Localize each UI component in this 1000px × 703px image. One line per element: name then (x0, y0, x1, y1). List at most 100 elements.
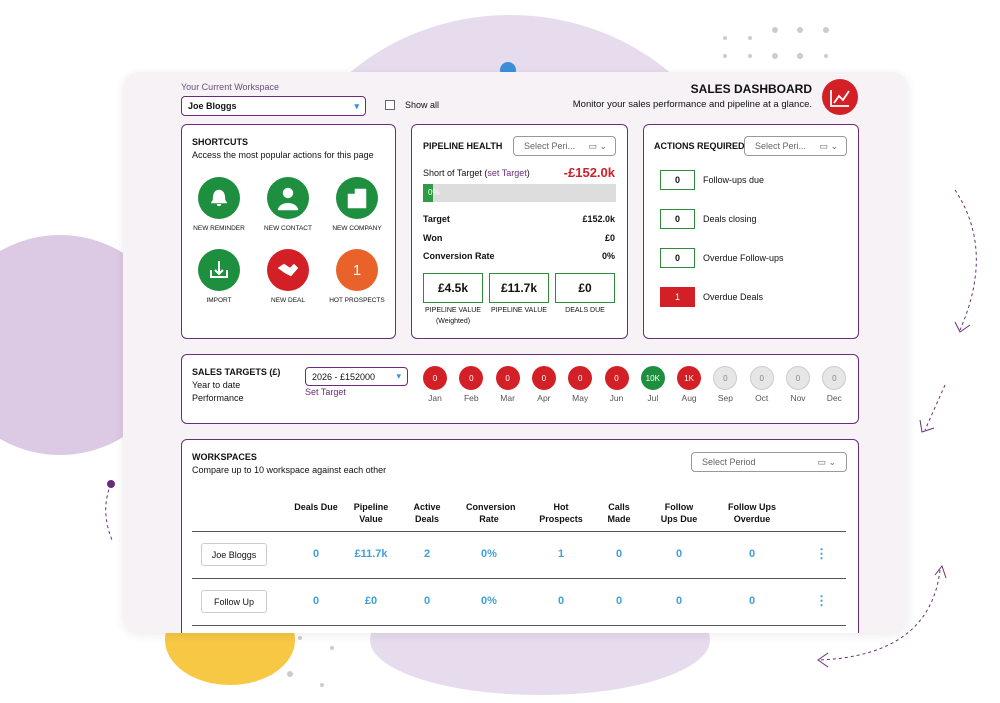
workspace-name-button[interactable]: Joe Bloggs (201, 543, 267, 566)
month-target: 0 (604, 366, 629, 390)
workspace-cell: 0 (748, 595, 756, 607)
calendar-icon: ▭ ⌄ (819, 140, 838, 151)
sales-targets-title: SALES TARGETS (£) (192, 367, 281, 377)
short-of-target: Short of Target (set Target) (423, 168, 530, 178)
shortcut-icon (210, 261, 228, 278)
shortcut-button[interactable] (267, 177, 309, 219)
column-header: Follow Ups Due (660, 502, 698, 524)
month-label: Sep (717, 393, 733, 403)
workspace-select[interactable]: Joe Bloggs ▾ (181, 96, 366, 116)
period-text: Select Peri... (524, 141, 576, 151)
action-count[interactable]: 0 (660, 170, 695, 190)
workspace-cell: 0 (557, 595, 565, 607)
actions-title: ACTIONS REQUIRED (654, 141, 745, 151)
dropdown-arrow: ▾ (354, 100, 359, 111)
month-label: Dec (826, 393, 842, 403)
shortcut-icon (210, 189, 228, 207)
target-year-select[interactable]: 2026 - £152000 ▾ (305, 367, 408, 386)
pipeline-row-value: 0% (601, 251, 615, 261)
row-rule (192, 578, 846, 579)
dashboard-subtitle: Monitor your sales performance and pipel… (572, 99, 812, 110)
workspace-cell: 0 (312, 595, 320, 607)
month-label: Aug (681, 393, 697, 403)
pipeline-period-select[interactable]: Select Peri... ▭ ⌄ (513, 136, 616, 156)
month-label: Jun (609, 393, 624, 403)
shortcut-icon (277, 263, 299, 277)
workspace-cell: 0 (312, 548, 320, 560)
sales-targets-panel (181, 354, 859, 424)
month-target: 0 (786, 366, 810, 390)
dashboard-card: Your Current Workspace Joe Bloggs ▾ Show … (123, 72, 908, 633)
workspace-cell: 0 (748, 548, 756, 560)
shortcuts-panel (181, 124, 396, 339)
workspace-cell: £11.7k (354, 548, 388, 560)
pipeline-row-value: £0 (604, 232, 615, 243)
month-target: 0 (822, 366, 847, 390)
show-all-checkbox[interactable] (385, 100, 395, 110)
month-label: Oct (755, 393, 769, 403)
workspace-label: Your Current Workspace (181, 82, 280, 92)
month-target: 0 (749, 366, 774, 390)
set-target-link[interactable]: set Target (487, 168, 527, 178)
dashboard-title: SALES DASHBOARD (690, 82, 812, 96)
shortcut-button[interactable] (267, 249, 309, 291)
workspaces-subtitle: Compare up to 10 workspace against each … (192, 465, 387, 475)
workspace-cell: 0% (481, 548, 497, 560)
shortcut-label: NEW CONTACT (264, 225, 312, 232)
period-text: Select Period (702, 457, 756, 467)
pipeline-row-label: Conversion Rate (423, 251, 495, 261)
shortcut-button[interactable] (336, 177, 378, 219)
calendar-icon: ▭ ⌄ (817, 456, 836, 467)
shortcut-button[interactable] (198, 177, 240, 219)
workspace-cell: 0 (615, 595, 623, 607)
action-count[interactable]: 1 (660, 287, 695, 307)
pipeline-row-label: Won (423, 232, 443, 243)
progress-track: 0% (423, 184, 616, 202)
workspace-name-button[interactable]: Follow Up (201, 590, 267, 613)
workspace-cell: 1 (557, 548, 565, 560)
set-target-link[interactable]: Set Target (305, 387, 346, 397)
actions-period-select[interactable]: Select Peri... ▭ ⌄ (744, 136, 847, 156)
action-label: Follow-ups due (703, 175, 765, 185)
sales-targets-line2: Performance (192, 393, 244, 403)
pipeline-box-sub: (Weighted) (435, 318, 471, 325)
month-target: 0 (568, 366, 593, 390)
shortcut-icon (347, 188, 367, 209)
month-target: 0 (459, 366, 484, 390)
short-close: ) (526, 168, 530, 178)
workspace-cell: 0 (615, 548, 623, 560)
sales-targets-line1: Year to date (192, 380, 241, 390)
month-label: Jan (428, 393, 442, 403)
month-target: 0 (713, 366, 738, 390)
month-label: Mar (500, 393, 515, 403)
dropdown-arrow: ▾ (396, 371, 401, 381)
shortcut-label: NEW COMPANY (332, 225, 382, 232)
pipeline-row-label: Target (423, 214, 450, 224)
shortcuts-subtitle: Access the most popular actions for this… (192, 150, 374, 160)
action-label: Overdue Deals (703, 292, 764, 302)
month-target: 0 (423, 366, 447, 390)
row-menu[interactable]: ⋮ (815, 593, 828, 608)
shortcut-button[interactable] (198, 249, 240, 291)
progress-fill (423, 184, 433, 202)
column-header: Pipeline Value (353, 502, 389, 524)
shortcut-button[interactable]: 1 (336, 249, 378, 291)
month-target: 1K (677, 366, 702, 390)
action-count[interactable]: 0 (660, 209, 695, 229)
pipeline-panel (411, 124, 628, 339)
workspaces-period-select[interactable]: Select Period ▭ ⌄ (691, 452, 847, 472)
progress-label: 0% (428, 188, 440, 197)
pipeline-box-label: DEALS DUE (565, 307, 605, 314)
month-label: Nov (790, 393, 806, 403)
pipeline-box: £0 (555, 273, 615, 303)
short-label: Short of Target ( (423, 168, 488, 178)
month-target: 0 (495, 366, 520, 390)
shortcut-label: HOT PROSPECTS (329, 297, 385, 304)
row-menu[interactable]: ⋮ (815, 546, 828, 561)
pipeline-title: PIPELINE HEALTH (423, 141, 503, 151)
month-label: Feb (463, 393, 479, 403)
workspace-cell: 0 (675, 548, 683, 560)
column-header: Deals Due (294, 502, 338, 512)
action-count[interactable]: 0 (660, 248, 695, 268)
